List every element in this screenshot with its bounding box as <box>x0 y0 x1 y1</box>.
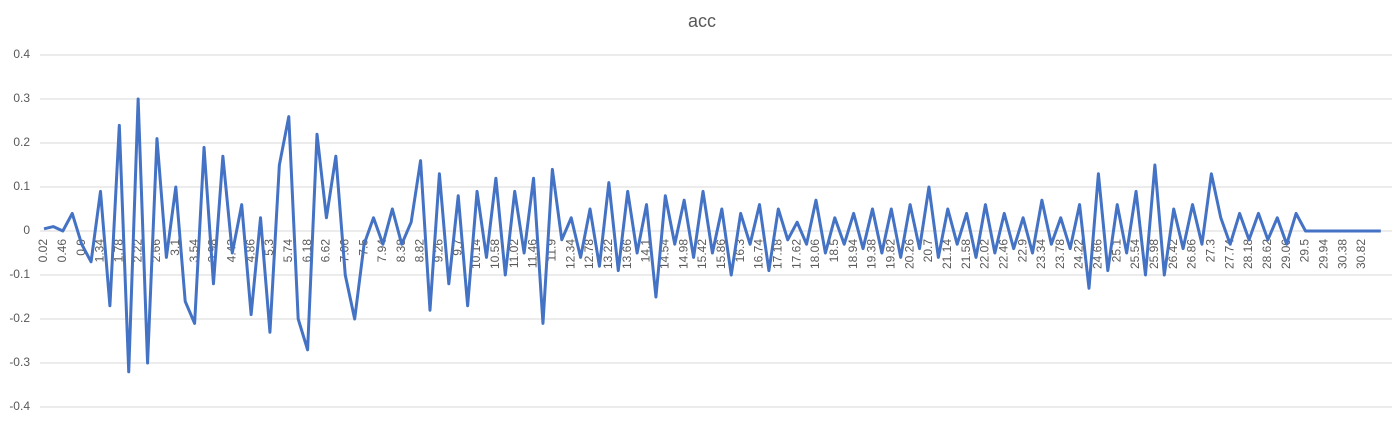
x-tick-label: 13.66 <box>620 239 634 269</box>
y-tick-label: 0.3 <box>13 91 30 105</box>
y-tick-label: -0.4 <box>9 399 30 413</box>
y-tick-label: -0.2 <box>9 311 30 325</box>
x-tick-label: 20.26 <box>902 239 916 269</box>
x-tick-label: 15.86 <box>714 239 728 269</box>
x-tick-label: 24.66 <box>1091 239 1105 269</box>
x-tick-label: 30.38 <box>1335 239 1349 269</box>
x-tick-label: 18.94 <box>846 239 860 269</box>
x-tick-label: 28.62 <box>1260 239 1274 269</box>
chart-title: acc <box>688 11 716 31</box>
x-tick-label: 29.5 <box>1298 239 1312 263</box>
x-tick-label: 7.94 <box>375 239 389 263</box>
x-tick-label: 17.62 <box>789 239 803 269</box>
x-tick-label: 19.82 <box>883 239 897 269</box>
x-tick-label: 19.38 <box>865 239 879 269</box>
x-tick-label: 0.02 <box>36 239 50 263</box>
x-tick-label: 13.22 <box>601 239 615 269</box>
x-tick-label: 8.38 <box>394 239 408 263</box>
x-tick-label: 11.46 <box>526 239 540 268</box>
y-tick-label: 0.4 <box>13 47 30 61</box>
x-tick-label: 29.06 <box>1279 239 1293 269</box>
x-tick-label: 5.3 <box>262 239 276 256</box>
x-tick-label: 0.46 <box>55 239 69 263</box>
x-tick-label: 28.18 <box>1241 239 1255 269</box>
y-tick-label: -0.1 <box>9 267 30 281</box>
x-tick-label: 16.74 <box>752 239 766 269</box>
x-tick-label: 21.58 <box>959 239 973 269</box>
x-tick-label: 5.74 <box>281 239 295 263</box>
x-tick-label: 27.74 <box>1222 239 1236 269</box>
x-tick-label: 30.82 <box>1354 239 1368 269</box>
x-tick-label: 10.58 <box>488 239 502 269</box>
y-tick-label: 0 <box>23 223 30 237</box>
x-tick-label: 22.02 <box>978 239 992 269</box>
x-tick-label: 29.94 <box>1317 239 1331 269</box>
x-tick-label: 12.34 <box>563 239 577 269</box>
x-tick-label: 12.78 <box>582 239 596 269</box>
x-tick-label: 20.7 <box>921 239 935 263</box>
x-tick-label: 25.54 <box>1128 239 1142 269</box>
x-tick-label: 18.5 <box>827 239 841 263</box>
x-tick-label: 1.34 <box>93 239 107 263</box>
x-tick-label: 27.3 <box>1204 239 1218 263</box>
x-tick-label: 1.78 <box>111 239 125 263</box>
y-tick-label: 0.1 <box>13 179 30 193</box>
x-tick-label: 23.34 <box>1034 239 1048 269</box>
x-tick-label: 18.06 <box>808 239 822 269</box>
x-tick-label: 25.98 <box>1147 239 1161 269</box>
x-tick-label: 14.98 <box>676 239 690 269</box>
x-tick-label: 8.82 <box>413 239 427 263</box>
x-tick-label: 3.1 <box>168 239 182 256</box>
x-tick-label: 26.86 <box>1185 239 1199 269</box>
y-tick-label: -0.3 <box>9 355 30 369</box>
x-tick-label: 23.78 <box>1053 239 1067 269</box>
data-line <box>43 97 1381 374</box>
x-tick-label: 22.46 <box>996 239 1010 269</box>
y-tick-label: 0.2 <box>13 135 30 149</box>
x-tick-label: 24.22 <box>1072 239 1086 269</box>
x-tick-label: 22.9 <box>1015 239 1029 263</box>
x-tick-label: 11.02 <box>507 239 521 268</box>
x-tick-label: 21.14 <box>940 239 954 269</box>
x-tick-label: 15.42 <box>695 239 709 269</box>
x-tick-label: 6.62 <box>319 239 333 263</box>
